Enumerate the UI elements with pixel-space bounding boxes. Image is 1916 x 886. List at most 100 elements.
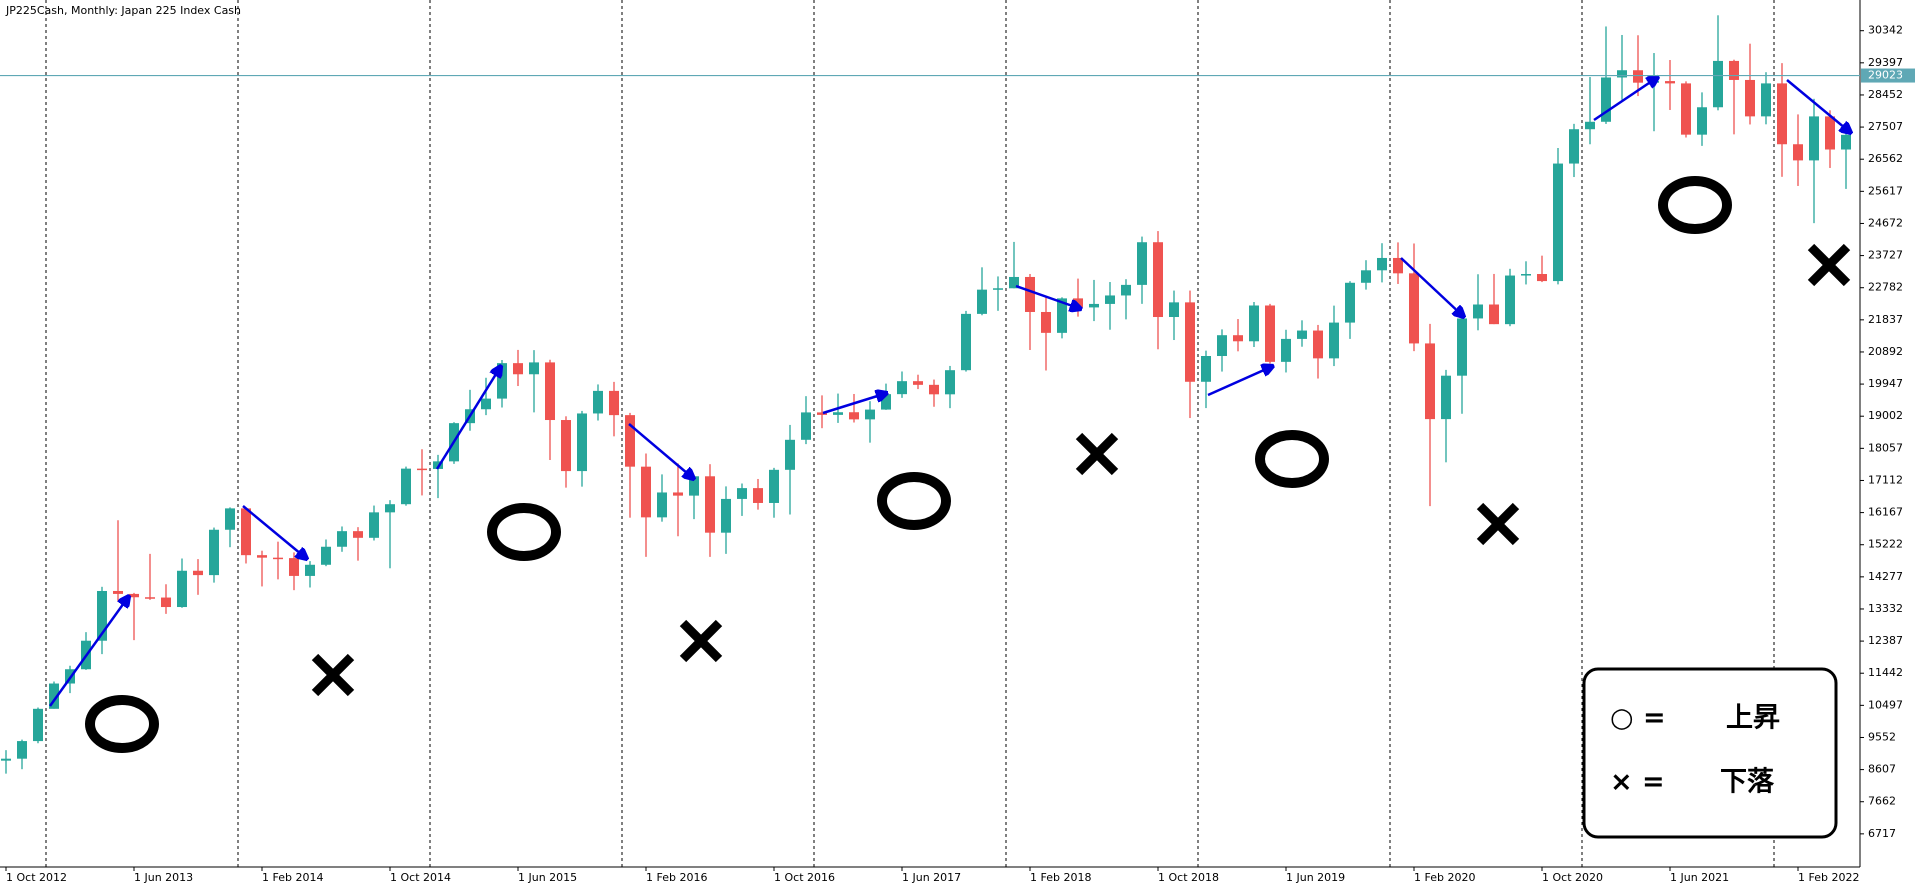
candle-body xyxy=(385,504,395,513)
x-tick-label: 1 Jun 2015 xyxy=(518,871,577,884)
candle-body xyxy=(1233,335,1243,342)
candle-body xyxy=(1153,242,1163,318)
candle-body xyxy=(673,492,683,496)
y-tick-label: 11442 xyxy=(1868,666,1903,679)
candle-body xyxy=(1697,107,1707,135)
y-tick-label: 23727 xyxy=(1868,249,1903,262)
x-tick-label: 1 Feb 2022 xyxy=(1798,871,1859,884)
candle-body xyxy=(1,758,11,761)
candle-body xyxy=(321,546,331,565)
candle-body xyxy=(1489,304,1499,325)
cross-mark xyxy=(311,653,355,697)
candle-body xyxy=(1825,116,1835,150)
candle-body xyxy=(353,531,363,538)
arrow xyxy=(822,393,887,415)
candle-body xyxy=(1729,60,1739,80)
y-tick-label: 27507 xyxy=(1868,120,1903,133)
candle-body xyxy=(1505,275,1515,325)
candle-body xyxy=(1601,77,1611,122)
candle-body xyxy=(1569,129,1579,164)
candle-body xyxy=(577,413,587,472)
candle-body xyxy=(609,390,619,416)
y-tick-label: 19002 xyxy=(1868,409,1903,422)
candle-body xyxy=(1329,322,1339,359)
candle-body xyxy=(1169,302,1179,318)
candle-body xyxy=(1617,70,1627,78)
candle-body xyxy=(721,498,731,533)
candle-body xyxy=(1761,83,1771,117)
arrows xyxy=(48,77,1851,707)
candle-body xyxy=(1841,134,1851,150)
y-tick-label: 25617 xyxy=(1868,184,1903,197)
candle-body xyxy=(401,468,411,505)
candle-body xyxy=(961,313,971,371)
circle-mark xyxy=(85,695,159,753)
candle-body xyxy=(273,557,283,560)
candle-body xyxy=(1105,295,1115,304)
candle-body xyxy=(945,370,955,395)
arrow xyxy=(1593,77,1658,122)
candle-body xyxy=(737,488,747,499)
candle-body xyxy=(17,741,27,759)
x-tick-label: 1 Jun 2013 xyxy=(134,871,193,884)
legend-symbol: ○ = xyxy=(1610,703,1666,734)
x-tick-label: 1 Feb 2018 xyxy=(1030,871,1091,884)
candle-body xyxy=(1137,242,1147,285)
candle-body xyxy=(769,469,779,503)
y-tick-label: 10497 xyxy=(1868,698,1903,711)
candle-body xyxy=(257,555,267,558)
x-tick-label: 1 Oct 2014 xyxy=(390,871,451,884)
arrow xyxy=(435,366,501,470)
y-tick-label: 17112 xyxy=(1868,473,1903,486)
candle-body xyxy=(801,412,811,440)
arrow xyxy=(48,596,129,707)
y-tick-label: 22782 xyxy=(1868,281,1903,294)
y-tick-label: 14277 xyxy=(1868,570,1903,583)
candle-body xyxy=(1457,318,1467,376)
candle-body xyxy=(1793,144,1803,161)
candle-body xyxy=(33,708,43,742)
candle-body xyxy=(1057,298,1067,333)
arrow xyxy=(242,505,307,559)
candle-body xyxy=(1265,305,1275,362)
candle-body xyxy=(209,529,219,576)
candle-body xyxy=(657,492,667,518)
candle-body xyxy=(993,288,1003,290)
candle-body xyxy=(481,398,491,410)
candle-body xyxy=(1121,284,1131,296)
candle-body xyxy=(689,476,699,496)
candle-body xyxy=(513,363,523,375)
legend-box xyxy=(1582,667,1838,839)
candle-body xyxy=(1521,274,1531,276)
candle-body xyxy=(1777,83,1787,145)
candle-body xyxy=(545,362,555,421)
x-tick-label: 1 Oct 2016 xyxy=(774,871,835,884)
circle-mark xyxy=(1255,430,1329,488)
candle-body xyxy=(929,384,939,395)
current-price-label: 29023 xyxy=(1868,69,1903,82)
y-tick-label: 16167 xyxy=(1868,506,1903,519)
candle-body xyxy=(913,381,923,385)
candle-body xyxy=(561,420,571,472)
candle-body xyxy=(1217,335,1227,357)
y-tick-label: 24672 xyxy=(1868,216,1903,229)
candle-body xyxy=(753,488,763,503)
arrow xyxy=(1015,284,1081,309)
y-tick-label: 20892 xyxy=(1868,345,1903,358)
circle-mark xyxy=(487,503,561,561)
candle-body xyxy=(1025,276,1035,312)
arrow xyxy=(1400,257,1464,317)
candle-body xyxy=(1361,270,1371,283)
y-tick-label: 28452 xyxy=(1868,88,1903,101)
candle-body xyxy=(1249,305,1259,342)
candle-body xyxy=(1201,356,1211,382)
y-tick-label: 9552 xyxy=(1868,730,1896,743)
candle-body xyxy=(1009,276,1019,289)
candle-body xyxy=(1297,330,1307,339)
candle-body xyxy=(1281,338,1291,362)
candle-body xyxy=(337,531,347,547)
candle-body xyxy=(865,409,875,420)
y-tick-label: 19947 xyxy=(1868,377,1903,390)
y-tick-label: 21837 xyxy=(1868,313,1903,326)
